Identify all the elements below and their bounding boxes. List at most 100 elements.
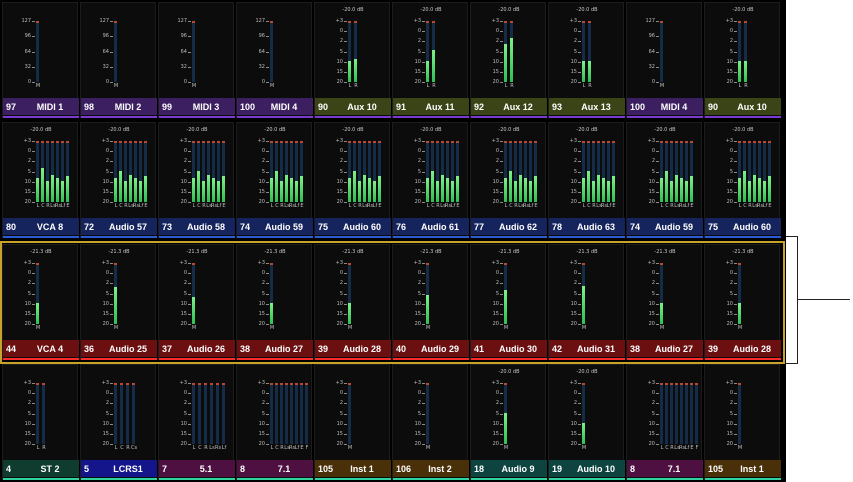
track-name-bar[interactable]: 93 Aux 13 (549, 98, 625, 118)
track-name-bar[interactable]: 36 Audio 25 (81, 340, 157, 360)
channel-strip[interactable]: -20.0 dB +3 0 2 5 10 15 20 L R 91 Aux 11 (392, 2, 469, 118)
scale-tick (422, 61, 425, 63)
track-name-bar[interactable]: 72 Audio 57 (81, 218, 157, 238)
track-name-bar[interactable]: 75 Audio 60 (315, 218, 391, 238)
channel-strip[interactable]: -20.0 dB +3 0 2 5 10 15 20 L C R Ls Rs Lf E 78 Audio 63 (548, 122, 625, 238)
track-name-bar[interactable]: 41 Audio 30 (471, 340, 547, 360)
track-name-bar[interactable]: 19 Audio 10 (549, 460, 625, 480)
track-name-bar[interactable]: 73 Audio 58 (159, 218, 235, 238)
track-name-bar[interactable]: 78 Audio 63 (549, 218, 625, 238)
channel-strip[interactable]: -21.3 dB +3 0 2 5 10 15 20 M 44 VCA 4 (2, 244, 79, 360)
mixer-row: -21.3 dB +3 0 2 5 10 15 20 M 44 VCA 4 -21.3 dB +3 0 2 5… (0, 244, 786, 360)
track-name-bar[interactable]: 76 Audio 61 (393, 218, 469, 238)
channel-strip[interactable]: +3 0 2 5 10 15 20 M 106 Inst 2 (392, 364, 469, 480)
track-name-bar[interactable]: 4 ST 2 (3, 460, 79, 480)
track-name-bar[interactable]: 74 Audio 59 (627, 218, 703, 238)
channel-strip[interactable]: -20.0 dB +3 0 2 5 10 15 20 L C R Ls Rs Lf E 77 Audio 62 (470, 122, 547, 238)
channel-strip[interactable]: -20.0 dB +3 0 2 5 10 15 20 L R 92 Aux 12 (470, 2, 547, 118)
track-name-bar[interactable]: 91 Aux 11 (393, 98, 469, 118)
channel-strip[interactable]: +3 0 2 5 10 15 20 L C R Cs 5 LCRS1 (80, 364, 157, 480)
track-color-line (3, 358, 79, 360)
scale-tick (188, 433, 191, 435)
channel-strip[interactable]: -20.0 dB +3 0 2 5 10 15 20 L C R Ls Rs Lf E 74 Audio 59 (236, 122, 313, 238)
scale-label: 0 (183, 79, 187, 85)
track-name-bar[interactable]: 42 Audio 31 (549, 340, 625, 360)
scale-tick (344, 273, 347, 275)
channel-strip[interactable]: -20.0 dB +3 0 2 5 10 15 20 L C R Ls Rs Lf E 76 Audio 61 (392, 122, 469, 238)
track-name-bar[interactable]: 106 Inst 2 (393, 460, 469, 480)
track-name-bar[interactable]: 90 Aux 10 (705, 98, 781, 118)
channel-strip[interactable]: -20.0 dB +3 0 2 5 10 15 20 M 18 Audio 9 (470, 364, 547, 480)
channel-strip[interactable]: -21.3 dB +3 0 2 5 10 15 20 M 38 Audio 27 (626, 244, 703, 360)
channel-strip[interactable]: +3 0 2 5 10 15 20 M 105 Inst 1 (704, 364, 781, 480)
channel-strip[interactable]: -21.3 dB +3 0 2 5 10 15 20 M 36 Audio 25 (80, 244, 157, 360)
track-name-bar[interactable]: 37 Audio 26 (159, 340, 235, 360)
scale-tick (578, 403, 581, 405)
channel-strip[interactable]: +3 0 2 5 10 15 20 L R 4 ST 2 (2, 364, 79, 480)
channel-strip[interactable]: -20.0 dB +3 0 2 5 10 15 20 L R 90 Aux 10 (314, 2, 391, 118)
channel-strip[interactable]: -20.0 dB +3 0 2 5 10 15 20 L R 90 Aux 10 (704, 2, 781, 118)
channel-strip[interactable]: -21.3 dB +3 0 2 5 10 15 20 M 39 Audio 28 (314, 244, 391, 360)
track-name-bar[interactable]: 75 Audio 60 (705, 218, 781, 238)
track-name-bar[interactable]: 38 Audio 27 (237, 340, 313, 360)
track-name-bar[interactable]: 77 Audio 62 (471, 218, 547, 238)
channel-strip[interactable]: +3 0 2 5 10 15 20 L C R Ls Rs Lf 7 5.1 (158, 364, 235, 480)
channel-strip[interactable]: -21.3 dB +3 0 2 5 10 15 20 M 38 Audio 27 (236, 244, 313, 360)
channel-strip[interactable]: -20.0 dB +3 0 2 5 10 15 20 L C R Ls Rs Lf E 80 VCA 8 (2, 122, 79, 238)
track-name-bar[interactable]: 7 5.1 (159, 460, 235, 480)
scale-label: 0 (339, 390, 343, 397)
channel-strip[interactable]: 127 96 64 32 0 M 99 MIDI 3 (158, 2, 235, 118)
channel-strip[interactable]: -20.0 dB +3 0 2 5 10 15 20 L C R Ls Rs Lf E 75 Audio 60 (704, 122, 781, 238)
channel-label: R (432, 83, 436, 89)
channel-strip[interactable]: -20.0 dB +3 0 2 5 10 15 20 L R 93 Aux 13 (548, 2, 625, 118)
channel-strip[interactable]: 127 96 64 32 0 M 100 MIDI 4 (626, 2, 703, 118)
track-name-bar[interactable]: 44 VCA 4 (3, 340, 79, 360)
channel-strip[interactable]: -21.3 dB +3 0 2 5 10 15 20 M 39 Audio 28 (704, 244, 781, 360)
meter-peak-segment (436, 141, 439, 143)
channel-strip[interactable]: -20.0 dB +3 0 2 5 10 15 20 L C R Ls Rs Lf E 73 Audio 58 (158, 122, 235, 238)
scale-label: 10 (336, 58, 343, 65)
channel-strip[interactable]: -21.3 dB +3 0 2 5 10 15 20 M 41 Audio 30 (470, 244, 547, 360)
channel-strip[interactable]: 127 96 64 32 0 M 98 MIDI 2 (80, 2, 157, 118)
scale-label: 15 (102, 310, 109, 317)
scale-label: 10 (570, 420, 577, 427)
track-name-bar[interactable]: 92 Aux 12 (471, 98, 547, 118)
scale-tick (422, 71, 425, 73)
track-name-bar[interactable]: 90 Aux 10 (315, 98, 391, 118)
channel-strip[interactable]: 127 96 64 32 0 M 100 MIDI 4 (236, 2, 313, 118)
track-name-bar[interactable]: 38 Audio 27 (627, 340, 703, 360)
track-name-bar[interactable]: 8 7.1 (627, 460, 703, 480)
channel-strip[interactable]: -20.0 dB +3 0 2 5 10 15 20 L C R Ls Rs Lf E 75 Audio 60 (314, 122, 391, 238)
track-name-bar[interactable]: 5 LCRS1 (81, 460, 157, 480)
track-name-bar[interactable]: 98 MIDI 2 (81, 98, 157, 118)
channel-strip[interactable]: +3 0 2 5 10 15 20 L C R Ls Rs Lf E F 8 7.1 (236, 364, 313, 480)
track-name-bar[interactable]: 99 MIDI 3 (159, 98, 235, 118)
track-name-bar[interactable]: 18 Audio 9 (471, 460, 547, 480)
track-name-bar[interactable]: 39 Audio 28 (705, 340, 781, 360)
track-name-bar[interactable]: 80 VCA 8 (3, 218, 79, 238)
meter-peak-segment (680, 141, 683, 143)
channel-strip[interactable]: 127 96 64 32 0 M 97 MIDI 1 (2, 2, 79, 118)
track-name-bar[interactable]: 40 Audio 29 (393, 340, 469, 360)
channel-strip[interactable]: -21.3 dB +3 0 2 5 10 15 20 M 42 Audio 31 (548, 244, 625, 360)
scale-tick (500, 151, 503, 153)
channel-strip[interactable]: -20.0 dB +3 0 2 5 10 15 20 M 19 Audio 10 (548, 364, 625, 480)
track-name-bar[interactable]: 74 Audio 59 (237, 218, 313, 238)
meter-peak-segment (358, 141, 361, 143)
channel-strip[interactable]: +3 0 2 5 10 15 20 M 105 Inst 1 (314, 364, 391, 480)
channel-strip[interactable]: -20.0 dB +3 0 2 5 10 15 20 L C R Ls Rs Lf E 72 Audio 57 (80, 122, 157, 238)
scale-tick (578, 263, 581, 264)
track-color-line (549, 116, 625, 118)
track-name-bar[interactable]: 97 MIDI 1 (3, 98, 79, 118)
track-name-bar[interactable]: 8 7.1 (237, 460, 313, 480)
channel-strip[interactable]: -21.3 dB +3 0 2 5 10 15 20 M 37 Audio 26 (158, 244, 235, 360)
channel-strip[interactable]: -20.0 dB +3 0 2 5 10 15 20 L C R Ls Rs Lf E 74 Audio 59 (626, 122, 703, 238)
track-name-bar[interactable]: 105 Inst 1 (315, 460, 391, 480)
track-name-bar[interactable]: 100 MIDI 4 (627, 98, 703, 118)
scale-label: 10 (570, 300, 577, 307)
track-name-bar[interactable]: 100 MIDI 4 (237, 98, 313, 118)
track-name-bar[interactable]: 105 Inst 1 (705, 460, 781, 480)
track-name-bar[interactable]: 39 Audio 28 (315, 340, 391, 360)
channel-strip[interactable]: -21.3 dB +3 0 2 5 10 15 20 M 40 Audio 29 (392, 244, 469, 360)
channel-strip[interactable]: +3 0 2 5 10 15 20 L C R Ls Rs Lf E F 8 7.1 (626, 364, 703, 480)
